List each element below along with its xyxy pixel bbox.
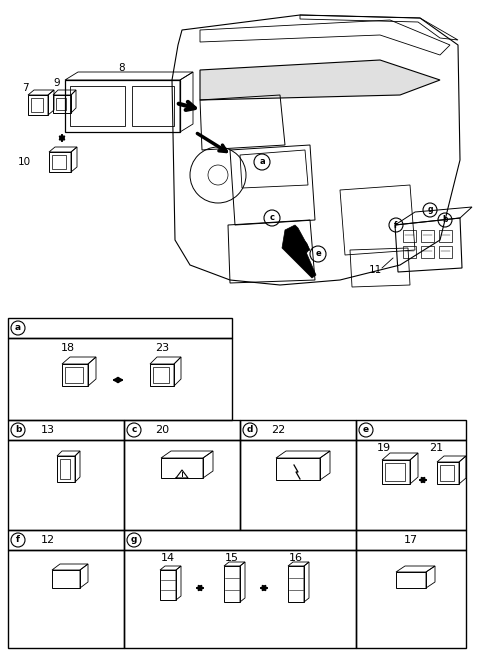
Text: a: a [15,323,21,333]
Bar [8,440,124,530]
Bar [439,246,452,258]
Bar [403,246,416,258]
Bar [356,440,466,530]
Bar [8,530,124,550]
Bar [65,80,180,132]
Bar [65,367,83,383]
Text: 15: 15 [225,553,239,563]
Bar [153,367,169,383]
Bar [356,420,466,440]
Text: 22: 22 [271,425,285,435]
Bar [439,230,452,242]
Bar [385,463,405,481]
Bar [288,566,304,602]
Bar [124,420,240,440]
Bar [49,152,71,172]
Text: g: g [427,205,433,215]
Text: 8: 8 [119,63,125,73]
Text: 16: 16 [289,553,303,563]
Text: e: e [363,426,369,434]
Bar [276,458,320,480]
Bar [240,440,356,530]
Text: e: e [315,249,321,258]
Text: 19: 19 [377,443,391,453]
Bar [421,246,434,258]
Bar [70,86,125,126]
Bar [160,570,176,600]
Polygon shape [282,225,316,278]
Bar [31,98,43,112]
Bar [56,98,66,110]
Bar [8,338,232,420]
Text: b: b [15,426,21,434]
Bar [28,95,48,115]
Bar [8,550,124,648]
Bar [224,566,240,602]
Text: 18: 18 [61,343,75,353]
Text: d: d [247,426,253,434]
Bar [124,530,356,550]
Bar [382,460,410,484]
Text: a: a [259,157,265,167]
Bar [124,440,240,530]
Text: d: d [297,243,303,253]
Bar [396,572,426,588]
Bar [356,530,466,550]
Bar [356,550,466,648]
Text: f: f [394,220,398,230]
Text: 10: 10 [18,157,31,167]
Text: 13: 13 [41,425,55,435]
Bar [150,364,174,386]
Bar [52,570,80,588]
Bar [8,420,124,440]
Text: b: b [442,216,448,224]
Bar [440,465,454,481]
Bar [124,550,356,648]
Text: c: c [132,426,137,434]
Bar [403,230,416,242]
Bar [161,458,203,478]
Text: 23: 23 [155,343,169,353]
Text: 17: 17 [404,535,418,545]
Text: 14: 14 [161,553,175,563]
Bar [53,95,71,113]
Bar [62,364,88,386]
Bar [57,456,75,482]
Bar [240,420,356,440]
Text: c: c [269,213,275,222]
Text: 20: 20 [155,425,169,435]
Text: 12: 12 [41,535,55,545]
Text: 9: 9 [53,78,60,88]
Text: 21: 21 [429,443,443,453]
Bar [437,462,459,484]
Bar [8,318,232,338]
Text: 7: 7 [22,83,29,93]
Bar [52,155,66,169]
Bar [421,230,434,242]
Polygon shape [200,60,440,100]
Text: g: g [131,535,137,544]
Bar [132,86,174,126]
Text: f: f [16,535,20,544]
Bar [60,459,70,479]
Text: 11: 11 [368,265,382,275]
